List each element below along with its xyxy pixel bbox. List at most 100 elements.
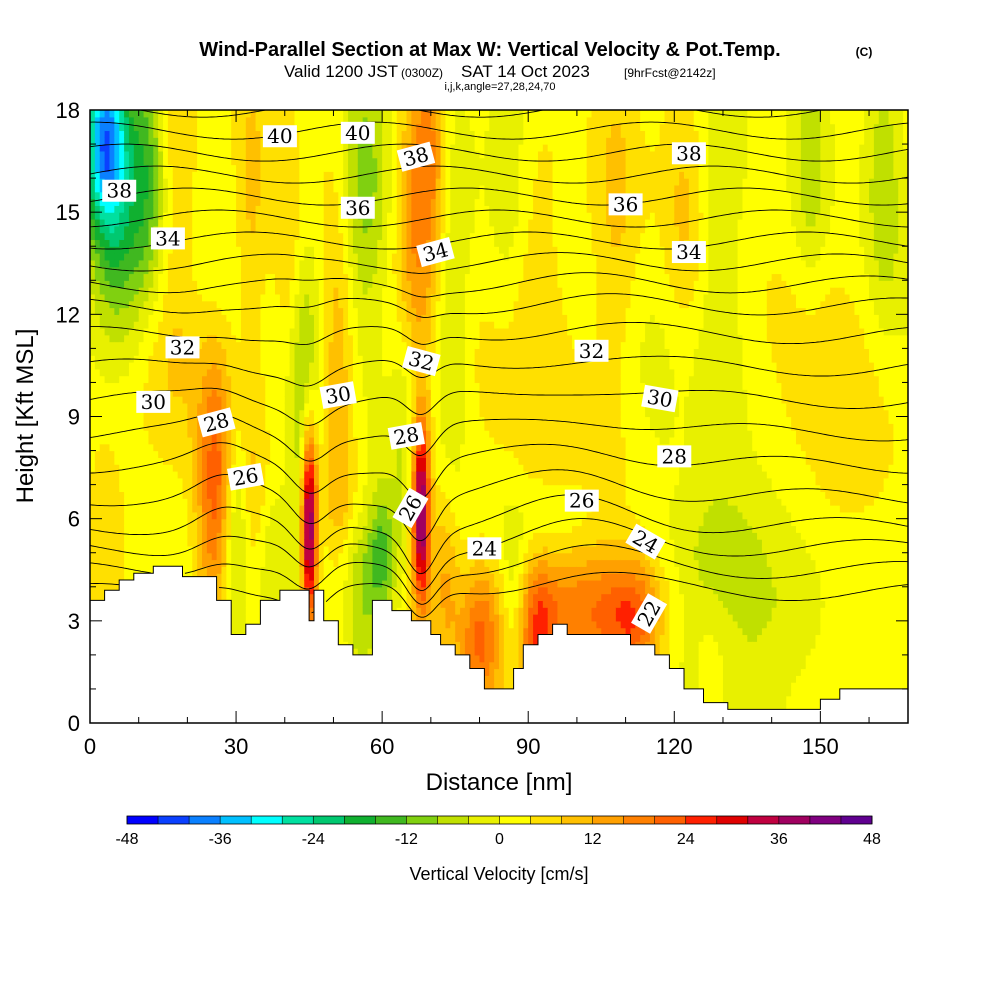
velocity-cell [90, 416, 96, 424]
velocity-cell [352, 511, 359, 520]
velocity-cell [226, 505, 232, 513]
velocity-cell [206, 178, 213, 186]
velocity-cell [221, 443, 227, 452]
velocity-cell [270, 184, 276, 193]
velocity-cell [348, 566, 354, 574]
velocity-cell [201, 273, 208, 281]
velocity-cell [352, 614, 359, 622]
velocity-cell [338, 443, 344, 452]
velocity-cell [304, 484, 310, 493]
velocity-cell [172, 280, 179, 288]
velocity-cell [163, 157, 169, 166]
velocity-cell [90, 218, 96, 227]
velocity-cell [124, 246, 130, 254]
velocity-cell [133, 430, 140, 438]
velocity-cell [250, 436, 257, 445]
velocity-cell [333, 341, 339, 349]
velocity-cell [328, 212, 335, 220]
velocity-cell [221, 355, 227, 363]
velocity-cell [99, 518, 106, 527]
velocity-cell [250, 218, 257, 227]
velocity-cell [352, 184, 359, 193]
velocity-cell [201, 266, 208, 275]
velocity-cell [94, 532, 101, 540]
velocity-cell [265, 450, 271, 458]
velocity-cell [128, 484, 135, 493]
velocity-cell [318, 368, 325, 377]
velocity-cell [138, 178, 145, 186]
velocity-cell [211, 457, 218, 465]
velocity-cell [167, 280, 174, 288]
velocity-cell [352, 300, 359, 309]
velocity-cell [177, 430, 184, 438]
velocity-cell [313, 396, 320, 404]
velocity-cell [128, 253, 135, 261]
velocity-cell [352, 321, 359, 329]
velocity-cell [109, 341, 115, 349]
velocity-cell [255, 280, 262, 288]
velocity-cell [216, 314, 223, 322]
velocity-cell [294, 382, 300, 390]
velocity-cell [236, 341, 242, 349]
velocity-cell [231, 287, 237, 295]
velocity-cell [172, 273, 179, 281]
velocity-cell [143, 225, 150, 234]
velocity-cell [211, 545, 218, 554]
velocity-cell [197, 532, 203, 540]
velocity-cell [318, 579, 325, 588]
velocity-cell [318, 253, 325, 261]
velocity-cell [265, 218, 271, 227]
velocity-cell [148, 253, 154, 261]
velocity-cell [119, 246, 125, 254]
velocity-cell [128, 566, 135, 574]
velocity-cell [221, 579, 227, 588]
velocity-cell [221, 239, 227, 247]
velocity-cell [192, 491, 198, 499]
velocity-cell [114, 287, 120, 295]
velocity-cell [187, 259, 193, 268]
velocity-cell [250, 137, 257, 145]
velocity-cell [206, 273, 213, 281]
velocity-cell [163, 409, 169, 418]
velocity-cell [250, 348, 257, 356]
velocity-cell [236, 362, 242, 370]
velocity-cell [279, 423, 286, 431]
velocity-cell [284, 164, 291, 172]
velocity-cell [338, 314, 344, 322]
velocity-cell [304, 355, 310, 363]
velocity-cell [226, 348, 232, 356]
velocity-cell [221, 300, 227, 309]
velocity-cell [226, 157, 232, 166]
velocity-cell [318, 198, 325, 206]
velocity-cell [352, 505, 359, 513]
velocity-cell [182, 518, 188, 527]
velocity-cell [226, 280, 232, 288]
velocity-cell [119, 511, 125, 520]
velocity-cell [192, 314, 198, 322]
velocity-cell [192, 259, 198, 268]
velocity-cell [172, 130, 179, 138]
velocity-cell [221, 178, 227, 186]
velocity-cell [328, 246, 335, 254]
velocity-cell [299, 545, 305, 554]
velocity-cell [309, 307, 315, 315]
velocity-cell [128, 518, 135, 527]
velocity-cell [221, 191, 227, 200]
velocity-cell [313, 218, 320, 227]
velocity-cell [289, 273, 296, 281]
velocity-cell [352, 443, 359, 452]
velocity-cell [211, 130, 218, 138]
velocity-cell [338, 607, 344, 615]
velocity-cell [304, 253, 310, 261]
velocity-cell [94, 566, 101, 574]
velocity-cell [333, 123, 339, 132]
velocity-cell [167, 559, 174, 567]
velocity-cell [236, 573, 242, 581]
velocity-cell [250, 307, 257, 315]
velocity-cell [260, 212, 266, 220]
velocity-cell [104, 518, 111, 527]
velocity-cell [114, 157, 120, 166]
velocity-cell [221, 130, 227, 138]
velocity-cell [167, 321, 174, 329]
velocity-cell [216, 579, 223, 588]
